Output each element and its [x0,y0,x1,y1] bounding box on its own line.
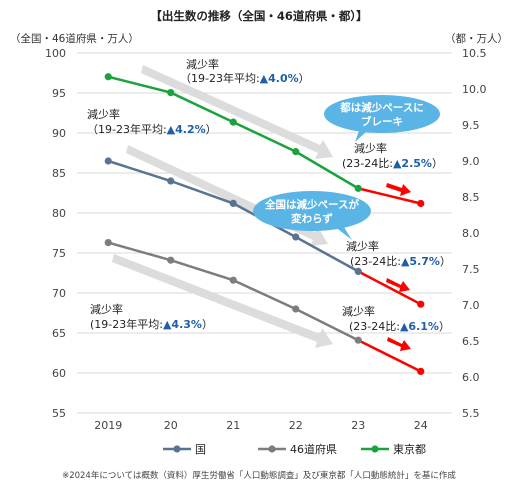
right-tick-label: 5.5 [462,407,480,420]
series-highlight-1 [357,339,422,373]
legend-label: 46道府県 [290,442,337,456]
right-axis-unit: （都・万人） [445,33,508,45]
right-axis-ticks: 5.5 6.0 6.5 7.0 7.5 8.0 8.5 9.0 9.5 10.0 10.5 [462,47,487,420]
data-point [104,73,112,81]
national-trend-annotation: 減少率 （19-23年平均:▲4.2%） [87,107,217,136]
legend-swatch-marker [371,445,379,453]
pref-trend-arrow-shape [112,254,333,348]
pref-trend-annotation: 減少率 (19-23年平均:▲4.3%） [90,302,213,331]
right-tick-label: 7.5 [462,263,480,276]
national-trend-label: 減少率 [87,107,120,121]
legend: 国 46道府県 東京都 [163,442,426,456]
x-tick-label: 22 [289,419,303,432]
tokyo-trend-arrow-shape [141,65,333,159]
data-point [292,148,300,156]
national-yoy-annotation: 減少率 (23-24比:▲5.7%） [346,239,451,268]
series-markers [104,73,425,375]
x-tick-label: 24 [414,419,428,432]
pref-red-arrow [387,337,411,351]
data-point [104,239,112,247]
data-point [354,184,362,192]
left-tick-label: 70 [52,287,66,300]
legend-swatch-marker [173,445,181,453]
national-callout-line2: 変わらず [291,212,333,225]
legend-label: 東京都 [393,442,426,456]
data-point [292,233,300,241]
series-highlight-2 [357,187,422,205]
left-tick-label: 95 [52,87,66,100]
x-axis-ticks: 2019 20 21 22 23 24 [94,419,428,432]
tokyo-yoy-detail: (23-24比:▲2.5%） [342,157,443,170]
national-trend-detail: （19-23年平均:▲4.2%） [87,122,217,136]
right-tick-label: 9.0 [462,155,480,168]
left-tick-label: 80 [52,207,66,220]
series-highlight-0 [357,270,422,306]
left-tick-label: 100 [45,47,66,60]
national-yoy-label: 減少率 [346,239,379,253]
pref-yoy-label: 減少率 [342,304,375,318]
footnote: ※2024年については概数（資料）厚生労働省「人口動態調査」及び東京都「人口動態… [62,470,456,481]
right-tick-label: 6.0 [462,371,480,384]
data-point [229,199,237,207]
highlight-segments [357,187,422,373]
data-point [229,118,237,126]
red-arrows [386,183,411,351]
left-axis-unit: （全国・46道府県・万人） [10,32,139,45]
data-point [104,157,112,165]
tokyo-red-arrow [386,183,411,196]
legend-swatch-marker [268,445,276,453]
national-red-arrow [386,278,410,292]
right-tick-label: 7.0 [462,299,480,312]
x-tick-label: 21 [226,419,240,432]
data-point [417,367,425,375]
tokyo-yoy-label: 減少率 [354,141,387,155]
data-point [417,300,425,308]
tokyo-callout-line1: 都は減少ペースに [339,101,423,114]
national-callout-line1: 全国は減少ペースが [264,198,359,211]
left-tick-label: 85 [52,167,66,180]
data-point [354,336,362,344]
data-point [229,276,237,284]
left-tick-label: 55 [52,407,66,420]
data-point [167,256,175,264]
pref-yoy-annotation: 減少率 (23-24比:▲6.1%） [342,304,450,333]
left-tick-label: 65 [52,327,66,340]
left-tick-label: 60 [52,367,66,380]
left-tick-label: 75 [52,247,66,260]
data-point [354,267,362,275]
chart-title: 【出生数の推移（全国・46道府県・都）】 [150,9,367,23]
x-tick-label: 20 [164,419,178,432]
data-point [167,89,175,97]
right-tick-label: 10.5 [462,47,487,60]
data-point [167,177,175,185]
right-tick-label: 8.0 [462,227,480,240]
tokyo-trend-detail: （19-23年平均:▲4.0%） [180,71,310,85]
tokyo-trend-annotation: 減少率 （19-23年平均:▲4.0%） [180,57,310,85]
x-tick-label: 2019 [94,419,122,432]
data-point [292,305,300,313]
tokyo-callout-line2: ブレーキ [361,115,403,128]
pref-trend-label: 減少率 [90,302,123,316]
left-tick-label: 90 [52,127,66,140]
right-tick-label: 10.0 [462,83,487,96]
pref-yoy-detail: (23-24比:▲6.1%） [349,320,450,333]
legend-label: 国 [195,443,206,456]
right-tick-label: 6.5 [462,335,480,348]
national-callout-bubble: 全国は減少ペースが 変わらず [253,191,371,240]
x-tick-label: 23 [351,419,365,432]
tokyo-yoy-annotation: 減少率 (23-24比:▲2.5%） [342,141,443,170]
left-axis-ticks: 55 60 65 70 75 80 85 90 95 100 [45,47,66,420]
tokyo-callout-bubble: 都は減少ペースに ブレーキ [324,95,440,142]
right-tick-label: 8.5 [462,191,480,204]
data-point [417,199,425,208]
right-tick-label: 9.5 [462,119,480,132]
pref-trend-detail: (19-23年平均:▲4.3%） [90,317,213,331]
national-yoy-detail: (23-24比:▲5.7%） [350,255,451,268]
tokyo-trend-label: 減少率 [186,57,219,71]
